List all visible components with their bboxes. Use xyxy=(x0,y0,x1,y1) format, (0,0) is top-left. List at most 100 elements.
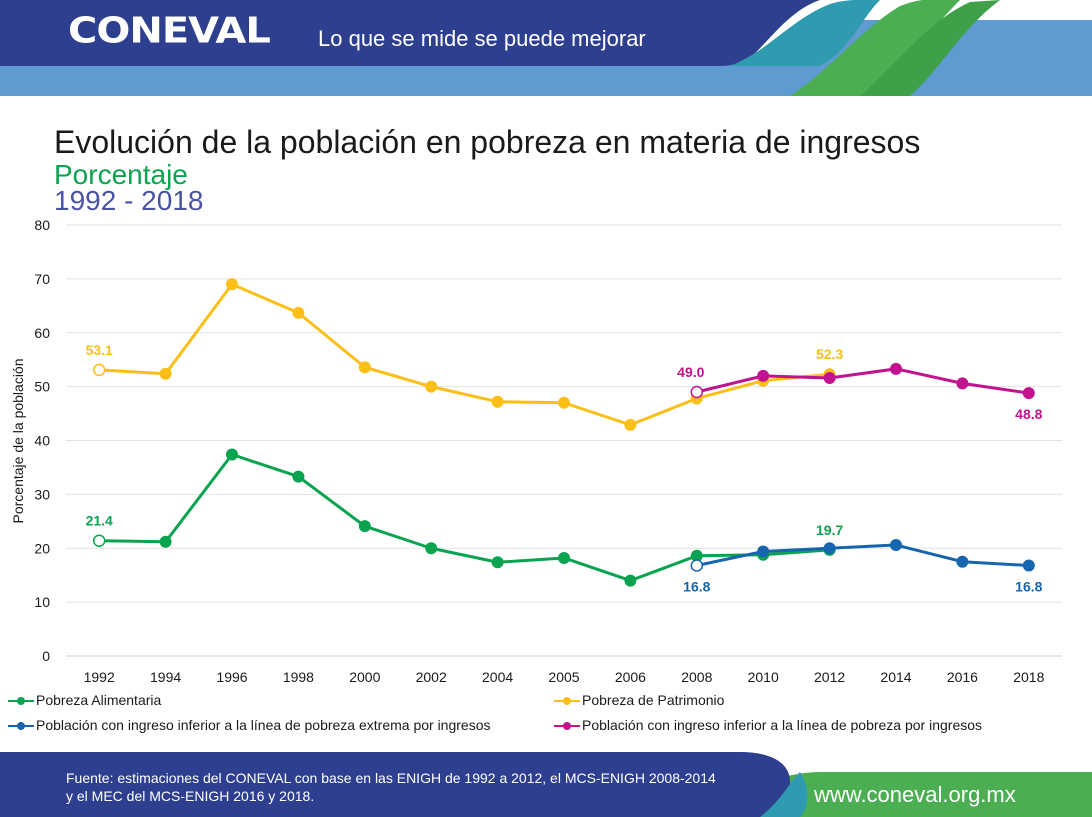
header-teal-swoosh xyxy=(730,0,880,66)
data-label-extrema: 16.8 xyxy=(683,578,710,594)
header-slogan: Lo que se mide se puede mejorar xyxy=(318,26,646,51)
x-tick-label: 2006 xyxy=(615,669,646,685)
y-tick-label: 80 xyxy=(34,217,50,233)
x-tick-label: 2000 xyxy=(349,669,380,685)
y-tick-label: 20 xyxy=(34,540,50,556)
legend-item-extrema[interactable]: Población con ingreso inferior a la líne… xyxy=(8,717,491,733)
y-tick-label: 0 xyxy=(42,648,50,664)
data-point-alimentaria xyxy=(292,470,305,483)
source-note: Fuente: estimaciones del CONEVAL con bas… xyxy=(66,769,746,805)
series-line-extrema xyxy=(696,543,1029,567)
x-tick-label: 2014 xyxy=(880,669,911,685)
y-tick-label: 10 xyxy=(34,594,50,610)
chart-title: Evolución de la población en pobreza en … xyxy=(54,124,921,160)
legend-swatch xyxy=(8,721,34,731)
data-point-alimentaria xyxy=(226,448,238,461)
line-chart: 0 10 20 30 40 50 60 70 80 1992 1994 1996 1998 2000 20… xyxy=(10,217,1062,685)
data-point-patrimonio xyxy=(159,367,172,380)
data-point-patrimonio xyxy=(425,380,438,393)
x-axis-ticks: 1992 1994 1996 1998 2000 2002 2004 2005 2006 2008… xyxy=(84,669,1045,685)
legend-swatch xyxy=(554,721,580,731)
header-banner xyxy=(0,0,1092,96)
data-point-pobreza xyxy=(1022,387,1035,400)
data-point-extrema xyxy=(956,555,969,568)
data-point-patrimonio xyxy=(292,306,305,319)
data-point-alimentaria xyxy=(425,542,438,555)
x-tick-label: 2005 xyxy=(548,669,579,685)
y-tick-label: 40 xyxy=(34,433,50,449)
legend-label: Pobreza de Patrimonio xyxy=(582,692,725,708)
y-axis-ticks: 0 10 20 30 40 50 60 70 80 xyxy=(34,217,50,664)
x-tick-label: 2010 xyxy=(748,669,779,685)
data-label-patrimonio: 52.3 xyxy=(816,346,843,362)
gridlines xyxy=(66,224,1062,657)
data-point-patrimonio xyxy=(491,395,504,408)
data-point-pobreza xyxy=(690,385,704,399)
data-point-pobreza xyxy=(757,369,770,382)
data-point-alimentaria xyxy=(491,556,504,569)
footer-teal-swoosh xyxy=(760,772,808,817)
data-point-extrema xyxy=(890,539,902,552)
x-tick-label: 2018 xyxy=(1013,669,1044,685)
header-green-swoosh-2 xyxy=(860,0,1000,96)
x-tick-label: 1996 xyxy=(216,669,247,685)
data-label-extrema: 16.8 xyxy=(1015,578,1042,594)
footer-banner xyxy=(0,752,1092,817)
source-line-2: y el MEC del MCS-ENIGH 2016 y 2018. xyxy=(66,788,315,804)
legend-item-patrimonio[interactable]: Pobreza de Patrimonio xyxy=(554,692,724,708)
series-group xyxy=(92,278,1035,587)
series-extrema xyxy=(690,539,1035,572)
data-point-patrimonio xyxy=(558,396,570,409)
legend-label: Población con ingreso inferior a la líne… xyxy=(582,717,983,733)
legend: Pobreza Alimentaria Pobreza de Patrimoni… xyxy=(0,692,1092,742)
chart-subtitle: Porcentaje xyxy=(54,159,188,190)
source-line-1: Fuente: estimaciones del CONEVAL con bas… xyxy=(66,770,716,786)
legend-item-pobreza[interactable]: Población con ingreso inferior a la líne… xyxy=(554,717,982,733)
data-labels: 53.1 52.3 21.4 19.7 16.8 16.8 49.0 48.8 xyxy=(86,342,1043,595)
x-tick-label: 1992 xyxy=(84,669,115,685)
x-tick-label: 2008 xyxy=(681,669,712,685)
header-dark-band xyxy=(0,0,820,66)
x-tick-label: 2004 xyxy=(482,669,513,685)
x-tick-label: 2016 xyxy=(947,669,978,685)
legend-label: Población con ingreso inferior a la líne… xyxy=(36,717,491,733)
coneval-logo: CONEVAL xyxy=(68,10,271,52)
series-line-patrimonio xyxy=(99,282,830,427)
data-point-extrema xyxy=(690,559,704,572)
data-label-alimentaria: 21.4 xyxy=(86,513,113,529)
data-point-alimentaria xyxy=(358,520,371,533)
x-tick-label: 2002 xyxy=(416,669,447,685)
data-label-patrimonio: 53.1 xyxy=(86,342,113,358)
x-tick-label: 2012 xyxy=(814,669,845,685)
data-label-pobreza: 49.0 xyxy=(677,364,704,380)
legend-item-alimentaria[interactable]: Pobreza Alimentaria xyxy=(8,692,161,708)
legend-swatch xyxy=(8,696,34,706)
legend-swatch xyxy=(554,696,580,706)
data-point-patrimonio xyxy=(226,278,238,291)
header-green-swoosh xyxy=(790,0,960,96)
website-link[interactable]: www.coneval.org.mx xyxy=(814,782,1016,807)
series-patrimonio xyxy=(92,278,836,431)
series-pobreza xyxy=(690,362,1035,400)
data-point-patrimonio xyxy=(358,361,371,374)
y-tick-label: 50 xyxy=(34,379,50,395)
data-point-extrema xyxy=(757,545,770,558)
data-point-extrema xyxy=(823,542,836,555)
data-point-pobreza xyxy=(890,362,902,375)
series-line-alimentaria xyxy=(99,453,830,583)
data-label-alimentaria: 19.7 xyxy=(816,522,843,538)
chart-period: 1992 - 2018 xyxy=(54,185,204,216)
data-point-alimentaria xyxy=(624,574,637,587)
series-line-pobreza xyxy=(696,367,1030,395)
footer-dark-band xyxy=(0,752,790,817)
data-point-alimentaria xyxy=(159,535,172,548)
legend-label: Pobreza Alimentaria xyxy=(36,692,162,708)
y-tick-label: 30 xyxy=(34,486,50,502)
y-tick-label: 60 xyxy=(34,325,50,341)
data-point-pobreza xyxy=(823,372,836,385)
data-point-patrimonio xyxy=(624,418,637,431)
y-tick-label: 70 xyxy=(34,271,50,287)
x-tick-label: 1994 xyxy=(150,669,181,685)
series-alimentaria xyxy=(92,448,836,587)
x-tick-label: 1998 xyxy=(283,669,314,685)
